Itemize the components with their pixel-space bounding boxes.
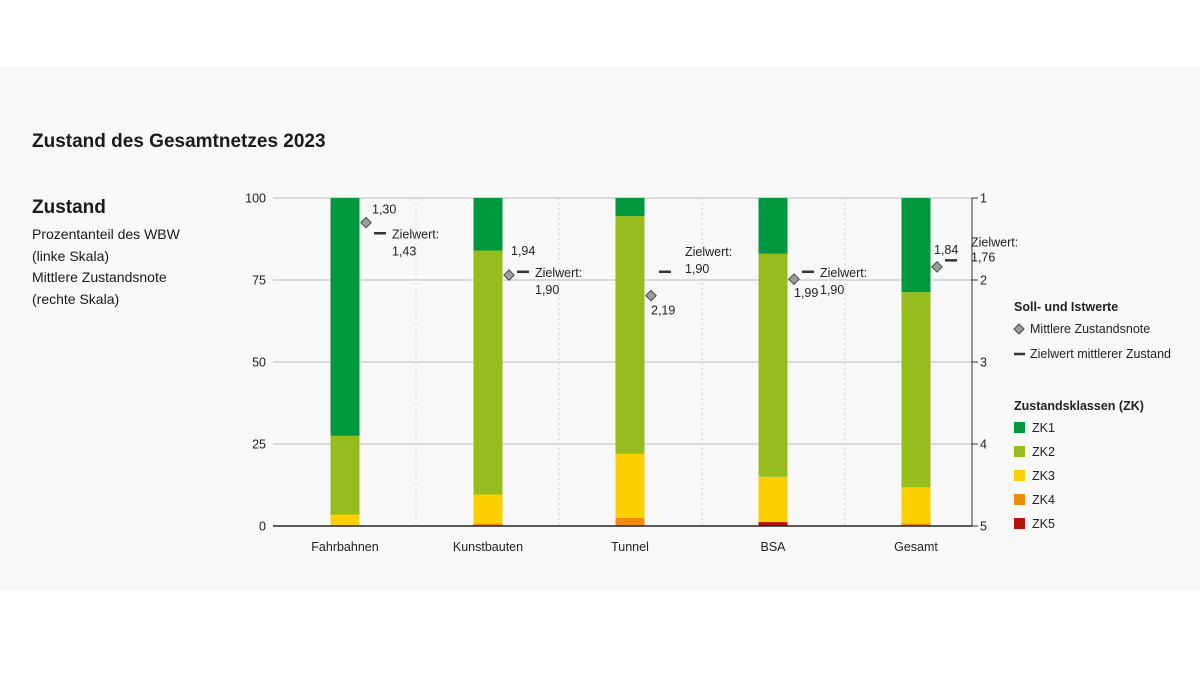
- bar-segment-zk3: [473, 494, 503, 524]
- bar-segment-zk3: [330, 514, 360, 526]
- left-tick-label: 75: [252, 274, 266, 288]
- legend-swatch-zk2: [1014, 446, 1025, 457]
- mean-grade-label: 2,19: [651, 304, 675, 318]
- mean-grade-marker: [931, 260, 943, 273]
- left-tick-label: 0: [259, 520, 266, 534]
- x-category-label: Gesamt: [894, 540, 938, 554]
- legend-item-label: ZK2: [1032, 445, 1055, 459]
- legend-item-label: ZK1: [1032, 421, 1055, 435]
- bar-segment-zk1: [330, 198, 360, 436]
- target-grade-prefix: Zielwert:: [535, 266, 582, 280]
- bar-segment-zk1: [473, 198, 503, 251]
- sidebar-line: (linke Skala): [32, 247, 110, 264]
- legend-swatch-zk3: [1014, 470, 1025, 481]
- mean-grade-marker: [788, 273, 800, 286]
- sidebar-description: Prozentanteil des WBW (linke Skala) Mitt…: [32, 224, 180, 310]
- legend-swatch-zk5: [1014, 518, 1025, 529]
- bar-segment-zk1: [758, 198, 788, 254]
- bar-segment-zk4: [473, 523, 503, 526]
- target-grade-label: 1,90: [535, 283, 559, 297]
- chart-title: Zustand des Gesamtnetzes 2023: [32, 131, 326, 152]
- bar-segment-zk1: [615, 198, 645, 217]
- legend-item-label: ZK4: [1032, 493, 1055, 507]
- mean-grade-label: 1,99: [794, 286, 818, 300]
- bar-segment-zk3: [758, 476, 788, 523]
- bar-segment-zk3: [615, 453, 645, 518]
- bar-segment-zk4: [615, 517, 645, 526]
- left-tick-label: 100: [245, 192, 266, 206]
- bar-segment-zk5: [758, 522, 788, 526]
- left-tick-label: 50: [252, 356, 266, 370]
- right-tick-label: 1: [980, 192, 987, 206]
- legend-swatch-zk4: [1014, 494, 1025, 505]
- target-grade-label: 1,90: [685, 262, 709, 276]
- target-grade-prefix: Zielwert:: [685, 245, 732, 259]
- right-tick-label: 2: [980, 274, 987, 288]
- sidebar-line: Prozentanteil des WBW: [32, 226, 180, 242]
- target-grade-label: 1,76: [971, 250, 995, 264]
- legend-item-label: ZK3: [1032, 469, 1055, 483]
- mean-grade-marker: [645, 289, 657, 302]
- legend-diamond-icon: [1013, 323, 1025, 335]
- target-grade-prefix: Zielwert:: [971, 235, 1018, 249]
- left-tick-label: 25: [252, 438, 266, 452]
- target-grade-prefix: Zielwert:: [392, 227, 439, 241]
- legend-item-label: ZK5: [1032, 517, 1055, 531]
- bar-segment-zk3: [901, 487, 931, 524]
- mean-grade-label: 1,94: [511, 244, 535, 258]
- right-tick-label: 5: [980, 520, 987, 534]
- bar-segment-zk2: [758, 253, 788, 477]
- sidebar-line: (rechte Skala): [32, 290, 120, 307]
- x-category-label: BSA: [760, 540, 786, 554]
- target-grade-prefix: Zielwert:: [820, 266, 867, 280]
- mean-grade-label: 1,84: [934, 243, 958, 257]
- legend-heading-classes: Zustandsklassen (ZK): [1014, 399, 1144, 413]
- bar-segment-zk4: [901, 523, 931, 526]
- legend-heading-markers: Soll- und Istwerte: [1014, 300, 1118, 314]
- legend-item-label: Mittlere Zustandsnote: [1030, 322, 1150, 336]
- bar-segment-zk2: [901, 292, 931, 488]
- right-tick-label: 3: [980, 356, 987, 370]
- bar-segment-zk2: [330, 435, 360, 515]
- target-grade-label: 1,43: [392, 244, 416, 258]
- legend-swatch-zk1: [1014, 422, 1025, 433]
- right-tick-label: 4: [980, 438, 987, 452]
- mean-grade-label: 1,30: [372, 203, 396, 217]
- bar-segment-zk2: [615, 216, 645, 454]
- x-category-label: Fahrbahnen: [311, 540, 378, 554]
- legend-item-label: Zielwert mittlerer Zustand: [1030, 347, 1171, 361]
- sidebar-line: Mittlere Zustandsnote: [32, 269, 167, 285]
- x-category-label: Tunnel: [611, 540, 649, 554]
- sidebar-heading: Zustand: [32, 197, 106, 218]
- mean-grade-marker: [503, 269, 515, 281]
- mean-grade-marker: [360, 216, 372, 229]
- chart-panel: [0, 67, 1200, 590]
- bar-segment-zk2: [473, 250, 503, 495]
- x-category-label: Kunstbauten: [453, 540, 523, 554]
- target-grade-label: 1,90: [820, 283, 844, 297]
- bar-segment-zk1: [901, 198, 931, 293]
